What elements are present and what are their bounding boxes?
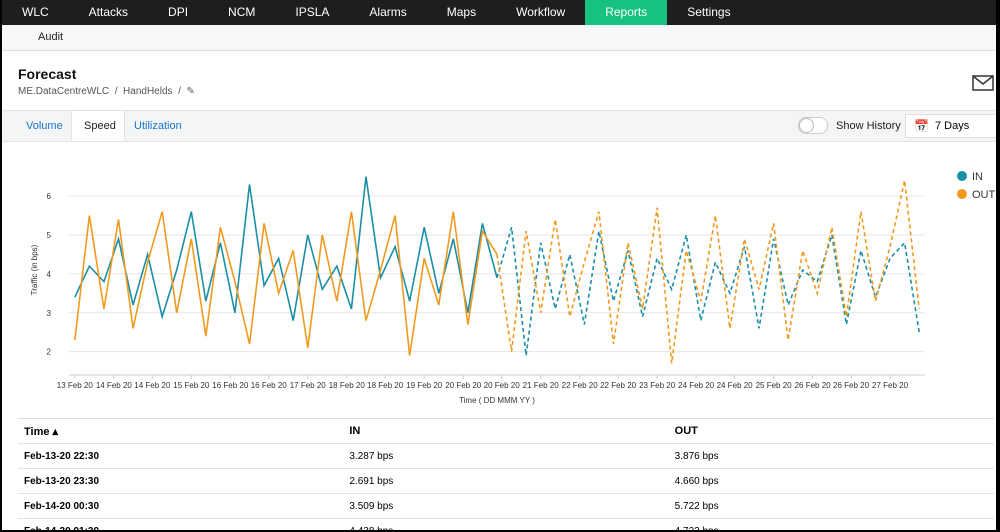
x-tick-label: 24 Feb 20	[717, 381, 754, 390]
table-cell: 4.660 bps	[668, 468, 994, 494]
edit-icon[interactable]: ✎	[186, 86, 195, 97]
x-tick-label: 18 Feb 20	[367, 381, 404, 390]
x-tick-label: 20 Feb 20	[484, 381, 521, 390]
series-line	[74, 211, 498, 356]
y-tick-label: 3	[47, 309, 52, 318]
x-tick-label: 26 Feb 20	[795, 381, 832, 390]
legend-label[interactable]: IN	[972, 171, 983, 183]
history-toggle[interactable]	[798, 117, 828, 134]
table-cell: 3.287 bps	[343, 443, 669, 469]
forecast-line	[496, 180, 920, 364]
page-title: Forecast	[18, 66, 77, 82]
top-nav: WLC Attacks DPI NCM IPSLA Alarms Maps Workflow R…	[2, 0, 996, 25]
x-tick-label: 14 Feb 20	[134, 381, 171, 390]
sub-nav-item[interactable]: Audit	[38, 31, 64, 43]
nav-item[interactable]: Settings	[687, 5, 731, 19]
x-tick-label: 13 Feb 20	[57, 381, 94, 390]
x-tick-label: 26 Feb 20	[833, 381, 870, 390]
tab-bar: Volume Speed Utilization Show History	[2, 110, 996, 142]
table-cell: Feb-13-20 23:30	[18, 468, 344, 494]
y-tick-label: 6	[47, 192, 52, 201]
legend-marker[interactable]	[957, 189, 967, 199]
table-row: Feb-14-20 00:30 3.509 bps 5.722 bps	[18, 493, 994, 519]
table-cell: Feb-13-20 22:30	[18, 443, 344, 469]
nav-item[interactable]: Alarms	[369, 5, 407, 19]
x-tick-label: 23 Feb 20	[639, 381, 676, 390]
legend-marker[interactable]	[957, 171, 967, 181]
mail-icon[interactable]	[972, 75, 994, 91]
column-header: OUT	[668, 418, 994, 444]
table-body: Feb-13-20 22:30 3.287 bps 3.876 bps Feb-13-…	[18, 443, 994, 530]
nav-item[interactable]: WLC	[22, 5, 49, 19]
table-cell: 4.438 bps	[343, 518, 669, 530]
x-tick-label: 19 Feb 20	[406, 381, 443, 390]
x-axis-title: Time ( DD MMM YY )	[459, 396, 535, 405]
range-value: 7 Days	[935, 120, 970, 132]
nav-item[interactable]: Maps	[446, 5, 477, 19]
x-tick-label: 22 Feb 20	[562, 381, 599, 390]
table-cell: 5.722 bps	[668, 493, 994, 519]
tab-bg	[71, 111, 125, 141]
sort-icon: ▴	[49, 425, 59, 438]
nav-item[interactable]: NCM	[228, 5, 256, 19]
series-line	[74, 176, 498, 321]
sub-nav: Audit	[2, 25, 996, 51]
x-tick-label: 14 Feb 20	[96, 381, 133, 390]
data-table: Time ▴ IN OUT Feb-13-20 22:30 3.287 bps 3.876…	[18, 418, 994, 530]
x-tick-label: 27 Feb 20	[872, 381, 909, 390]
table-cell: 2.691 bps	[343, 468, 669, 494]
x-tick-label: 15 Feb 20	[173, 381, 210, 390]
x-tick-label: 17 Feb 20	[290, 381, 327, 390]
y-axis-title: Traffic (in bps)	[30, 244, 39, 295]
y-tick-label: 2	[47, 348, 52, 357]
tab[interactable]: Volume	[26, 120, 63, 132]
table-cell: 3.876 bps	[668, 443, 994, 469]
table-row: Feb-13-20 22:30 3.287 bps 3.876 bps	[18, 443, 994, 469]
nav-item[interactable]: Workflow	[516, 5, 566, 19]
breadcrumb: ME.DataCentreWLC / HandHelds / ✎	[18, 86, 195, 97]
range-select[interactable]: 📅 7 Days	[905, 114, 996, 138]
table-cell: 3.509 bps	[343, 493, 669, 519]
table-row: Feb-13-20 23:30 2.691 bps 4.660 bps	[18, 468, 994, 494]
column-header[interactable]: Time ▴	[18, 418, 344, 444]
table-cell: Feb-14-20 01:30	[18, 518, 344, 530]
tab[interactable]: Speed	[84, 120, 116, 132]
legend-label[interactable]: OUT	[972, 189, 996, 201]
calendar-icon: 📅	[914, 119, 929, 133]
nav-item[interactable]: Attacks	[88, 5, 129, 19]
nav-item[interactable]: Reports	[585, 0, 668, 25]
crumb[interactable]: ME.DataCentreWLC	[18, 86, 110, 97]
table-cell: 4.722 bps	[668, 518, 994, 530]
x-tick-label: 24 Feb 20	[678, 381, 715, 390]
forecast-line	[496, 227, 920, 356]
x-tick-label: 16 Feb 20	[212, 381, 249, 390]
y-tick-label: 4	[47, 270, 52, 279]
tab[interactable]: Utilization	[134, 120, 182, 132]
x-tick-label: 18 Feb 20	[329, 381, 366, 390]
table-cell: Feb-14-20 00:30	[18, 493, 344, 519]
history-label: Show History	[836, 120, 901, 132]
nav-item[interactable]: IPSLA	[295, 5, 330, 19]
column-header: IN	[343, 418, 669, 444]
toggle-knob	[799, 118, 814, 133]
x-tick-label: 16 Feb 20	[251, 381, 288, 390]
x-tick-label: 25 Feb 20	[756, 381, 793, 390]
y-tick-label: 5	[47, 231, 52, 240]
nav-item[interactable]: DPI	[168, 5, 189, 19]
x-tick-label: 20 Feb 20	[445, 381, 482, 390]
crumb[interactable]: HandHelds	[123, 86, 173, 97]
table-header: Time ▴ IN OUT	[18, 418, 994, 444]
x-tick-label: 21 Feb 20	[523, 381, 560, 390]
x-tick-label: 22 Feb 20	[600, 381, 637, 390]
